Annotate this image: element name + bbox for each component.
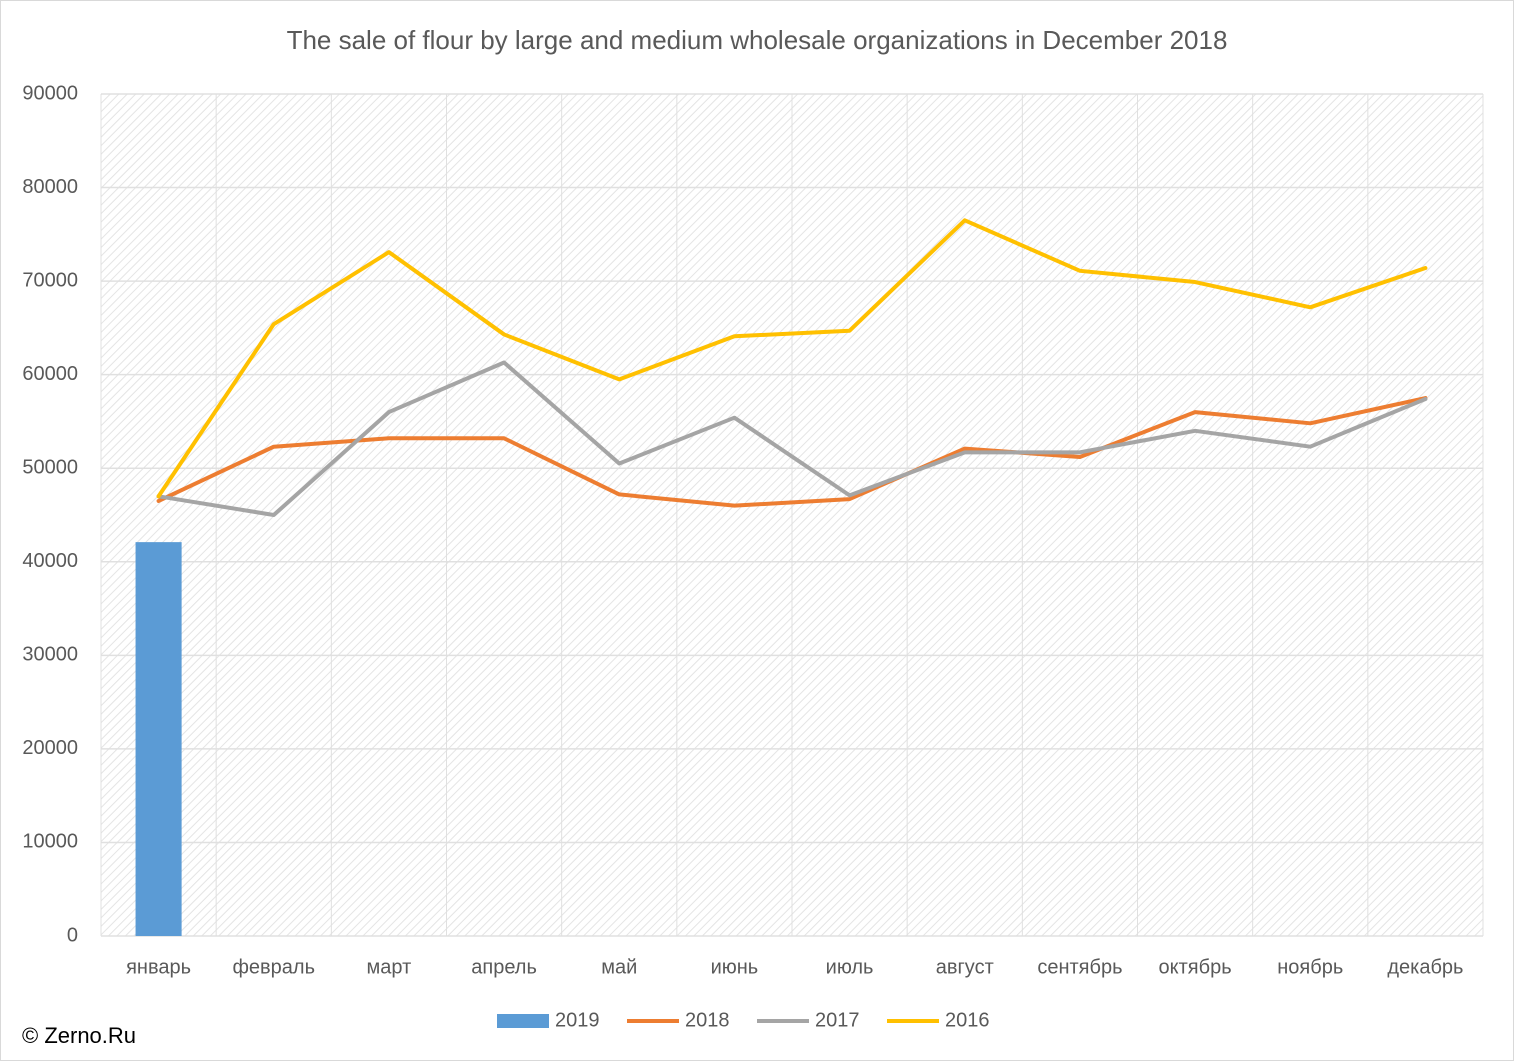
x-tick-label: сентябрь [1037, 956, 1122, 978]
x-tick-label: май [601, 956, 637, 978]
x-tick-label: ноябрь [1277, 956, 1343, 978]
chart-title: The sale of flour by large and medium wh… [287, 25, 1228, 55]
y-tick-label: 60000 [22, 363, 78, 385]
x-tick-label: декабрь [1387, 956, 1463, 978]
legend-swatch [497, 1014, 549, 1028]
x-tick-label: март [367, 956, 412, 978]
y-tick-label: 90000 [22, 82, 78, 104]
legend-label: 2019 [555, 1009, 600, 1031]
y-tick-label: 30000 [22, 644, 78, 666]
y-tick-label: 70000 [22, 269, 78, 291]
x-tick-label: апрель [471, 956, 537, 978]
bar [135, 542, 182, 936]
x-tick-label: июль [826, 956, 874, 978]
line [156, 218, 1428, 499]
y-tick-label: 20000 [22, 737, 78, 759]
y-tick-label: 10000 [22, 831, 78, 853]
line [156, 396, 1428, 508]
y-tick-label: 40000 [22, 550, 78, 572]
y-tick-label: 80000 [22, 176, 78, 198]
x-tick-label: август [936, 956, 994, 978]
legend-label: 2016 [945, 1009, 990, 1031]
y-tick-label: 50000 [22, 457, 78, 479]
x-tick-label: февраль [232, 956, 315, 978]
legend-label: 2017 [815, 1009, 860, 1031]
legend-label: 2018 [685, 1009, 730, 1031]
watermark: © Zerno.Ru [22, 1023, 136, 1048]
x-tick-label: январь [126, 956, 191, 978]
x-tick-label: октябрь [1159, 956, 1232, 978]
x-tick-label: июнь [711, 956, 759, 978]
y-tick-label: 0 [67, 924, 78, 946]
line [156, 360, 1428, 517]
